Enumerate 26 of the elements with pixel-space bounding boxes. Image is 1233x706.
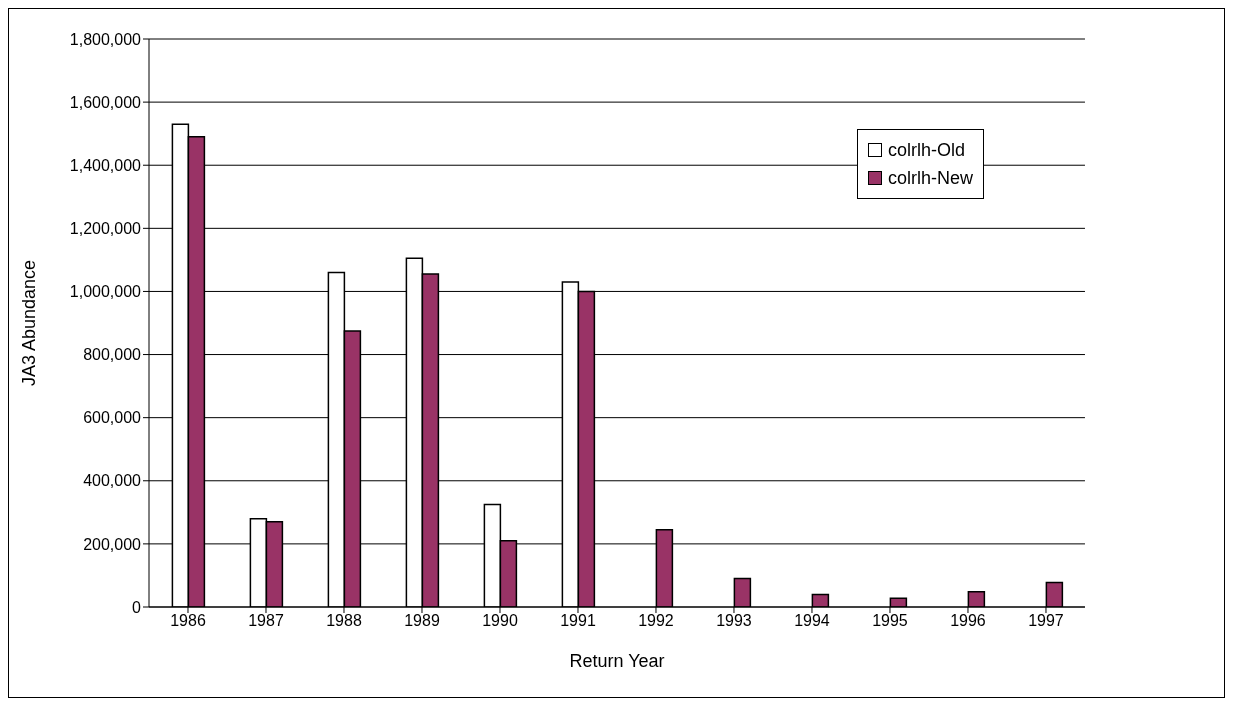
x-tick-label: 1997 <box>1028 612 1064 630</box>
x-tick-label: 1986 <box>170 612 206 630</box>
y-tick-label: 1,400,000 <box>69 156 142 174</box>
x-tick-label: 1993 <box>716 612 752 630</box>
x-tick-label: 1991 <box>560 612 596 630</box>
x-tick-label: 1988 <box>326 612 362 630</box>
y-tick-label: 0 <box>132 598 142 616</box>
x-tick-label: 1992 <box>638 612 674 630</box>
y-tick-label: 1,000,000 <box>69 283 142 301</box>
x-tick-label: 1987 <box>248 612 284 630</box>
x-tick-label: 1995 <box>872 612 908 630</box>
legend-label: colrlh-New <box>887 167 973 190</box>
x-axis-title: Return Year <box>569 651 665 671</box>
x-tick-label: 1996 <box>950 612 986 630</box>
y-tick-label: 600,000 <box>83 409 142 427</box>
y-tick-label: 1,200,000 <box>69 220 142 238</box>
x-tick-label: 1994 <box>794 612 830 630</box>
y-tick-label: 200,000 <box>83 535 142 553</box>
y-tick-label: 1,600,000 <box>69 93 142 111</box>
y-axis-title: JA3 Abundance <box>19 259 40 387</box>
y-tick-label: 400,000 <box>83 472 142 490</box>
y-tick-label: 1,800,000 <box>69 30 142 48</box>
y-tick-label: 800,000 <box>83 346 142 364</box>
legend-label: colrlh-Old <box>887 139 965 162</box>
x-tick-label: 1990 <box>482 612 518 630</box>
x-tick-label: 1989 <box>404 612 440 630</box>
